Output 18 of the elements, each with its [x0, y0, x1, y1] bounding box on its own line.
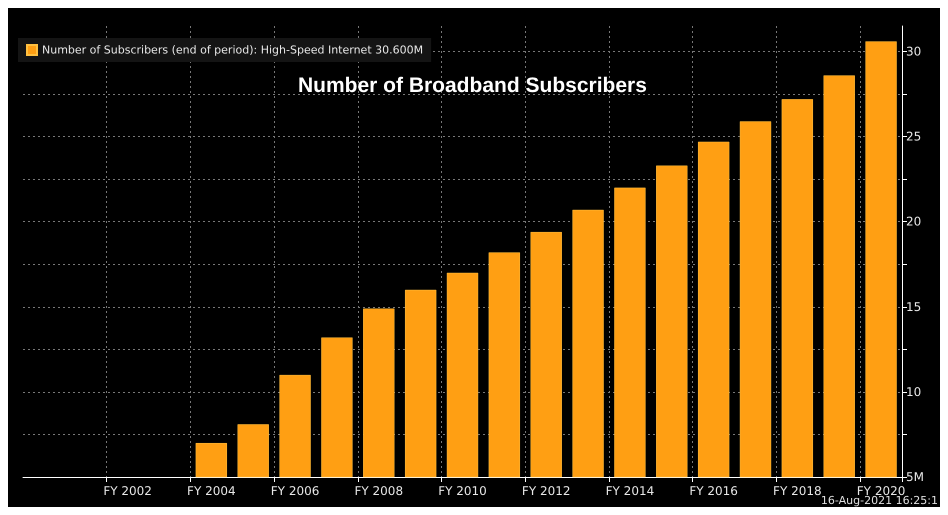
y-tick-label: 5M: [906, 470, 924, 484]
x-tick-label: FY 2016: [689, 484, 738, 498]
y-tick-label: 30: [906, 44, 922, 59]
x-tick-label: FY 2014: [606, 484, 654, 498]
x-tick-label: FY 2018: [773, 484, 822, 498]
text: 16-Aug-2021 16:25:1: [820, 494, 938, 507]
x-tick-label: FY 2008: [354, 484, 404, 498]
text: Number of Broadband Subscribers: [298, 74, 647, 97]
y-tick-label: 20: [906, 214, 922, 229]
x-tick-label: FY 2012: [522, 484, 571, 498]
y-tick-label: 15: [906, 300, 922, 314]
x-tick-label: FY 2004: [187, 484, 236, 498]
y-tick-label: 10: [906, 384, 922, 399]
legend-label: Number of Subscribers (end of period): High-Speed Internet 30.600M: [42, 44, 424, 56]
y-tick-label: 25: [906, 130, 922, 144]
x-tick-label: FY 2002: [103, 484, 152, 498]
x-tick-label: FY 2006: [270, 484, 320, 498]
x-tick-label: FY 2010: [438, 484, 487, 498]
